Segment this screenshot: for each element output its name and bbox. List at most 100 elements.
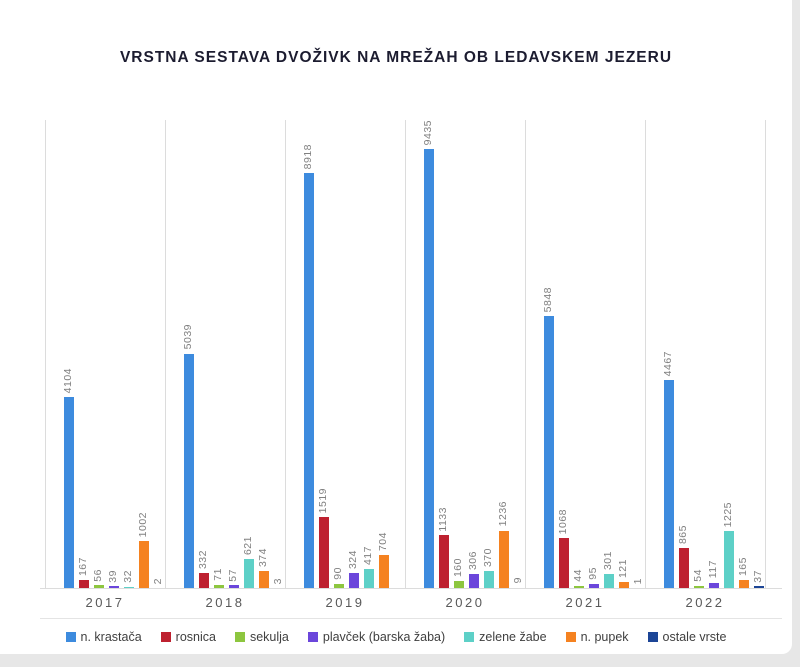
legend-swatch bbox=[65, 632, 76, 642]
bar bbox=[94, 585, 104, 588]
bar-value-label: 306 bbox=[467, 550, 479, 570]
bar-value-label: 90 bbox=[332, 567, 344, 580]
bar-value-label: 9 bbox=[512, 577, 524, 584]
chart-title: VRSTNA SESTAVA DVOŽIVK NA MREŽAH OB LEDA… bbox=[119, 49, 673, 66]
bar-value-label: 1225 bbox=[722, 501, 734, 527]
x-axis-label: 2020 bbox=[445, 595, 485, 610]
legend-divider bbox=[40, 618, 782, 619]
bar-value-label: 57 bbox=[227, 568, 239, 582]
bar bbox=[304, 173, 314, 588]
bar bbox=[544, 316, 554, 588]
bar-value-label: 1 bbox=[632, 577, 644, 584]
bar bbox=[319, 517, 329, 588]
legend-swatch bbox=[464, 632, 475, 642]
x-axis-line bbox=[40, 588, 782, 589]
plot-area: 4104 167 56 39 32 1002 2 5039 332 71 57 621 374 3 8918… bbox=[45, 120, 766, 588]
legend: n. krastača rosnica sekulja plavček (barska… bbox=[0, 627, 792, 647]
bar-value-label: 71 bbox=[212, 568, 224, 581]
legend-item: n. krastača bbox=[65, 630, 142, 644]
bar bbox=[139, 541, 149, 588]
bar-value-label: 165 bbox=[737, 557, 749, 577]
legend-swatch bbox=[234, 632, 245, 642]
year-panel: 8918 1519 90 324 417 704 bbox=[285, 120, 405, 588]
legend-label: n. krastača bbox=[80, 630, 142, 644]
legend-item: rosnica bbox=[160, 630, 216, 644]
bar-value-label: 621 bbox=[242, 536, 254, 556]
bar-value-label: 5848 bbox=[542, 286, 554, 313]
legend-label: n. pupek bbox=[580, 630, 629, 644]
bar bbox=[64, 397, 74, 588]
bar bbox=[484, 570, 494, 588]
bar bbox=[364, 568, 374, 588]
x-axis-label: 2022 bbox=[685, 595, 725, 610]
bar-value-label: 417 bbox=[362, 545, 374, 565]
bar-value-label: 374 bbox=[257, 547, 269, 567]
bar bbox=[244, 559, 254, 588]
bar bbox=[349, 572, 359, 588]
x-axis-label: 2018 bbox=[205, 595, 245, 610]
bar bbox=[604, 574, 614, 588]
year-panel: 4467 865 54 117 1225 165 37 bbox=[645, 120, 765, 588]
bar-value-label: 1519 bbox=[317, 488, 329, 514]
bar-value-label: 95 bbox=[587, 566, 599, 580]
bar bbox=[259, 570, 269, 588]
bar bbox=[469, 573, 479, 588]
bar-value-label: 370 bbox=[482, 547, 494, 567]
x-axis-label: 2019 bbox=[325, 595, 365, 610]
bar bbox=[424, 149, 434, 588]
bar-value-label: 704 bbox=[377, 532, 389, 552]
bar-value-label: 117 bbox=[707, 560, 719, 579]
bar bbox=[199, 572, 209, 588]
bar-value-label: 1236 bbox=[497, 501, 509, 527]
legend-item: zelene žabe bbox=[464, 630, 547, 644]
bar bbox=[214, 584, 224, 588]
bar-value-label: 324 bbox=[347, 549, 359, 569]
year-panel: 4104 167 56 39 32 1002 2 bbox=[45, 120, 165, 588]
bar bbox=[574, 586, 584, 588]
year-panel: 9435 1133 160 306 370 1236 9 bbox=[405, 120, 525, 588]
legend-swatch bbox=[647, 632, 658, 642]
legend-label: zelene žabe bbox=[479, 630, 547, 644]
bar-value-label: 160 bbox=[452, 557, 464, 577]
x-axis-labels: 2017 2018 2019 2020 2021 2022 bbox=[45, 595, 765, 613]
bar bbox=[124, 586, 134, 588]
bar-value-label: 3 bbox=[272, 577, 284, 584]
legend-item: ostale vrste bbox=[647, 630, 727, 644]
bar-value-label: 5039 bbox=[182, 324, 194, 350]
bar-value-label: 4467 bbox=[662, 350, 674, 377]
legend-label: ostale vrste bbox=[662, 630, 727, 644]
x-axis-label: 2021 bbox=[565, 595, 605, 610]
bar bbox=[184, 353, 194, 588]
year-panel: 5039 332 71 57 621 374 3 bbox=[165, 120, 285, 588]
bar bbox=[379, 555, 389, 588]
bar-value-label: 37 bbox=[752, 569, 764, 583]
bar-value-label: 865 bbox=[677, 524, 689, 544]
legend-label: plavček (barska žaba) bbox=[322, 630, 446, 644]
bar-value-label: 301 bbox=[602, 550, 614, 570]
x-axis-label: 2017 bbox=[85, 595, 125, 610]
bar bbox=[454, 580, 464, 588]
bar bbox=[739, 580, 749, 588]
bar bbox=[334, 583, 344, 588]
legend-item: plavček (barska žaba) bbox=[307, 630, 446, 644]
bar bbox=[109, 586, 119, 588]
bar-value-label: 56 bbox=[92, 568, 104, 582]
bar bbox=[559, 538, 569, 588]
bar bbox=[709, 582, 719, 588]
legend-item: sekulja bbox=[234, 630, 289, 644]
legend-swatch bbox=[160, 632, 171, 642]
bar-value-label: 8918 bbox=[302, 143, 314, 170]
bar bbox=[499, 530, 509, 588]
bar-value-label: 167 bbox=[77, 557, 89, 577]
bar-value-label: 32 bbox=[122, 569, 134, 583]
bar bbox=[694, 585, 704, 588]
bar bbox=[439, 535, 449, 588]
plot-right-border bbox=[765, 120, 766, 588]
bar-value-label: 332 bbox=[197, 549, 209, 569]
bar bbox=[229, 585, 239, 588]
legend-label: rosnica bbox=[175, 630, 216, 644]
bar-value-label: 4104 bbox=[62, 367, 74, 394]
bar bbox=[79, 580, 89, 588]
bar-value-label: 39 bbox=[107, 569, 119, 583]
